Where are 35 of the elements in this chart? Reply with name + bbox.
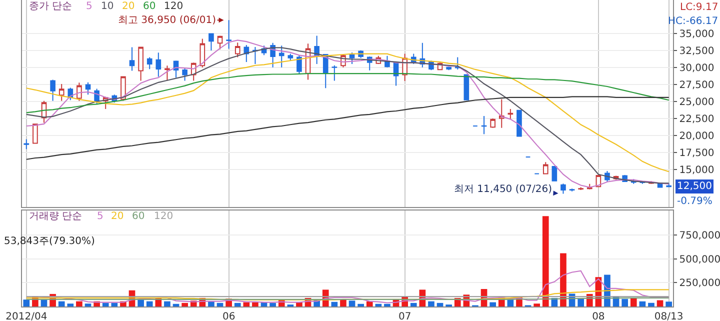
x-tick-label: 06 [222, 312, 236, 321]
text: 20 [122, 1, 135, 12]
text: 12,500 [677, 181, 712, 192]
annotation: 53,843주(79.30%) [4, 236, 96, 247]
y-tick-label: 32,500 [679, 46, 714, 57]
y-tick-label: 30,000 [679, 62, 714, 74]
text: 60 [132, 211, 145, 222]
x-tick-label: 08 [592, 312, 605, 321]
y-tick-label: 25,000 [679, 96, 714, 108]
y-tick-label: 15,000 [679, 165, 714, 176]
legend-title: 종가 단순 [29, 1, 72, 12]
text: 5 [97, 211, 104, 222]
y-tick-label: 250,000 [679, 278, 720, 290]
text: LC:9.17 [680, 2, 718, 13]
annotation: HC:-66.17 [668, 16, 718, 27]
legend-title: 거래량 단순 [29, 211, 82, 222]
text: 5 [86, 1, 92, 12]
x-tick-label: 07 [398, 312, 412, 321]
x-tick-label: 2012/04 [6, 312, 48, 321]
y-tick-label: 500,000 [679, 254, 720, 266]
text: 120 [164, 1, 184, 12]
text: 20 [111, 211, 124, 222]
annotation: 최저 11,450 (07/26) [454, 184, 552, 195]
x-tick-label: 08/13 [654, 312, 684, 321]
y-tick-label: 17,500 [679, 148, 714, 160]
y-tick-label: 22,500 [679, 114, 714, 126]
y-tick-label: 750,000 [679, 230, 720, 242]
text: 60 [143, 1, 156, 12]
annotation: 최고 36,950 (06/01) [118, 15, 216, 26]
text: 10 [101, 1, 114, 12]
text: 120 [154, 211, 174, 222]
y-tick-label: 20,000 [679, 131, 714, 142]
text: -0.79% [677, 196, 712, 207]
y-tick-label: 35,000 [679, 28, 714, 40]
y-tick-label: 27,500 [679, 80, 714, 91]
